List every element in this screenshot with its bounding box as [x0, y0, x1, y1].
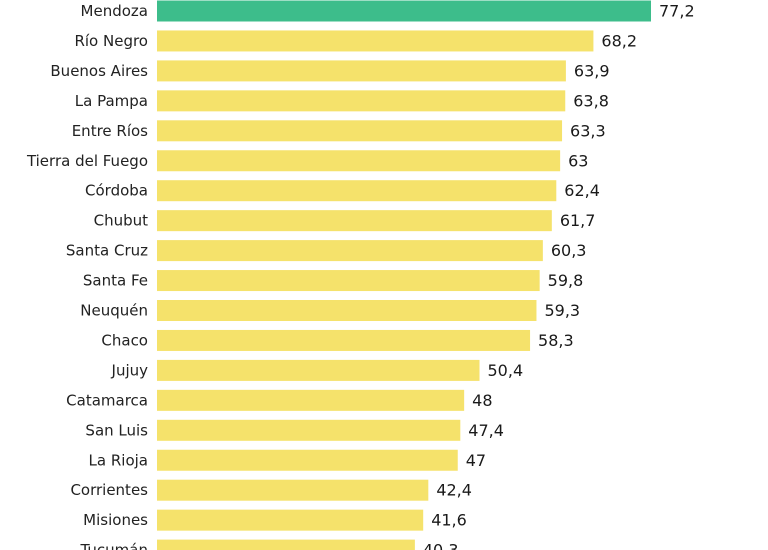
value-label: 42,4	[436, 481, 472, 500]
bar-row: Catamarca 48	[66, 389, 493, 411]
value-label: 77,2	[659, 2, 695, 21]
category-label: Córdoba	[85, 182, 148, 200]
bar-row: Neuquén 59,3	[80, 300, 580, 321]
value-label: 50,4	[488, 361, 524, 380]
bar-row: Misiones 41,6	[83, 509, 467, 531]
bar	[157, 539, 415, 550]
bar	[157, 90, 566, 112]
bar	[157, 329, 531, 351]
bar-row: Santa Fe 59,8	[83, 270, 584, 292]
bar-row: La Pampa 63,8	[75, 90, 609, 112]
bar-row: Chaco 58,3	[101, 329, 574, 351]
value-label: 59,3	[544, 301, 580, 320]
category-label: Entre Ríos	[72, 122, 148, 140]
bar	[157, 449, 458, 471]
category-label: Mendoza	[81, 2, 148, 20]
value-label: 59,8	[548, 271, 584, 290]
category-label: Misiones	[83, 511, 148, 529]
value-label: 63,3	[570, 121, 606, 140]
bar	[157, 60, 566, 82]
value-label: 47	[466, 451, 486, 470]
value-label: 63,8	[573, 91, 609, 110]
bar	[157, 120, 563, 142]
value-label: 63	[568, 151, 588, 170]
bar-row: Mendoza 77,2	[81, 0, 695, 22]
category-label: San Luis	[85, 421, 148, 439]
value-label: 68,2	[601, 31, 637, 50]
bar	[157, 180, 557, 202]
category-label: Corrientes	[70, 481, 148, 499]
value-label: 63,9	[574, 61, 610, 80]
bar	[157, 359, 480, 381]
category-label: Jujuy	[111, 361, 149, 379]
bar	[157, 419, 461, 441]
bar-row: Chubut 61,7	[94, 210, 596, 232]
value-label: 40,3	[423, 541, 459, 550]
bar	[157, 270, 540, 292]
category-label: Chubut	[94, 212, 149, 230]
bar-row: San Luis 47,4	[85, 419, 504, 441]
category-label: La Rioja	[89, 451, 148, 469]
bar-row: La Rioja 47	[89, 449, 486, 471]
bar	[157, 509, 424, 531]
category-label: Catamarca	[66, 391, 148, 409]
bar-row: Tucumán 40,3	[80, 539, 459, 550]
bar-row: Río Negro 68,2	[74, 30, 637, 52]
value-label: 41,6	[431, 511, 467, 530]
category-label: Santa Fe	[83, 272, 148, 290]
category-label: Santa Cruz	[66, 242, 148, 260]
bar	[157, 389, 465, 411]
value-label: 62,4	[564, 181, 600, 200]
category-label: Chaco	[101, 331, 148, 349]
bar	[157, 150, 561, 172]
bar	[157, 210, 552, 232]
category-label: Tucumán	[80, 541, 148, 550]
bar-row: Córdoba 62,4	[85, 180, 600, 202]
category-label: Tierra del Fuego	[26, 152, 148, 170]
bar-row: Santa Cruz 60,3	[66, 240, 587, 262]
bar	[157, 479, 429, 501]
bar-row: Corrientes 42,4	[70, 479, 472, 501]
category-label: Neuquén	[80, 302, 148, 320]
bar-row: Jujuy 50,4	[111, 359, 524, 381]
value-label: 58,3	[538, 331, 574, 350]
bar	[157, 300, 537, 321]
value-label: 48	[472, 391, 492, 410]
bar	[157, 30, 594, 52]
bar-row: Buenos Aires 63,9	[50, 60, 610, 82]
category-label: La Pampa	[75, 92, 148, 110]
bar	[157, 0, 651, 22]
category-label: Río Negro	[74, 32, 148, 50]
value-label: 47,4	[468, 421, 504, 440]
category-label: Buenos Aires	[50, 62, 148, 80]
value-label: 61,7	[560, 211, 596, 230]
bar-row: Tierra del Fuego 63	[26, 150, 588, 172]
bar-row: Entre Ríos 63,3	[72, 120, 606, 142]
value-label: 60,3	[551, 241, 587, 260]
bar	[157, 240, 543, 262]
